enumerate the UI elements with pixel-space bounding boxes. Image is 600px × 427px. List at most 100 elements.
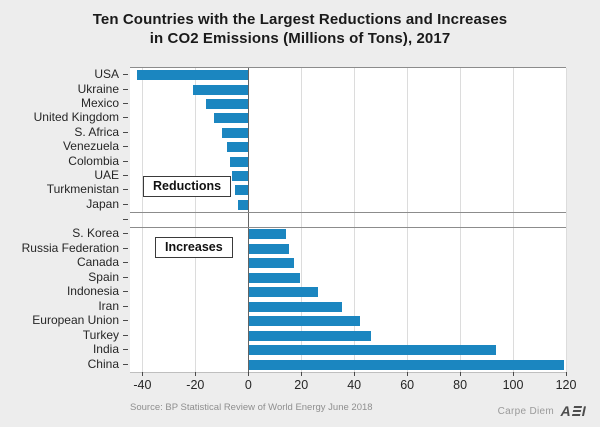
y-tick-blank [123,218,128,220]
x-tick [513,372,515,376]
bar-canada [249,258,295,269]
aei-logo-icon: A I [559,403,588,419]
gridline [354,68,356,372]
y-axis-label: European Union [32,313,119,328]
y-axis-label: Colombia [68,153,119,168]
y-axis-label: Spain [88,269,119,284]
x-tick-label: -40 [133,378,152,392]
bar-s-africa [221,127,249,138]
x-tick [407,372,409,376]
y-axis-label: Japan [86,196,119,211]
bar-ukraine [192,84,249,95]
gridline [301,68,303,372]
x-tick [195,372,197,376]
y-tick [123,131,128,133]
bar-iran [249,301,342,312]
plot-area [130,67,567,373]
gridline [513,68,515,372]
gridline [407,68,409,372]
bar-japan [237,199,249,210]
gridline [460,68,462,372]
x-tick [142,372,144,376]
bar-spain [249,272,300,283]
gridline [142,68,144,372]
x-tick-label: 40 [347,378,362,392]
y-axis-label: UAE [94,168,119,182]
y-tick [123,349,128,351]
y-axis-label: Turkmenistan [46,182,119,197]
y-axis-label: United Kingdom [33,110,119,125]
y-tick [123,146,128,148]
y-axis-label: Russia Federation [21,240,119,255]
y-tick [123,117,128,119]
gridline [195,68,197,372]
x-tick [566,372,567,376]
y-tick [123,305,128,307]
chart-title-line1: Ten Countries with the Largest Reduction… [92,11,508,28]
bar-united-kingdom [213,113,249,124]
x-tick [354,372,356,376]
bar-usa [137,70,249,81]
y-tick [123,175,128,176]
x-tick [460,372,462,376]
chart-title-line2: in CO2 Emissions (Millions of Tons), 201… [149,30,451,47]
bar-turkey [249,330,372,341]
y-axis-label: India [92,342,119,357]
increases-annotation-box: Increases [155,237,233,258]
y-tick [123,189,128,191]
bar-mexico [205,99,249,109]
y-tick [123,74,128,76]
y-axis-label: Ukraine [77,81,119,96]
bar-china [249,359,565,370]
x-tick-label: 20 [294,378,309,392]
y-tick [123,88,128,90]
y-tick [123,334,128,336]
bar-russia-federation [249,243,289,254]
x-tick [301,372,303,376]
x-tick-label: 80 [453,378,468,392]
bar-indonesia [249,287,319,298]
gridline [566,68,567,372]
y-tick [123,276,128,278]
bar-s-korea [249,229,287,240]
source-note: Source: BP Statistical Review of World E… [130,402,373,413]
x-tick-label: 60 [400,378,415,392]
bar-turkmenistan [235,185,249,196]
y-tick [123,160,128,162]
y-axis-label: Indonesia [66,284,119,299]
y-axis-label: USA [94,67,119,82]
x-tick-label: 100 [502,378,524,392]
panel-separator [130,227,566,228]
y-axis-label: China [87,356,119,371]
reductions-annotation-box: Reductions [143,176,232,197]
y-axis-label: S. Korea [72,226,119,241]
footer-credit: Carpe Diem A I [497,403,588,419]
bar-uae [232,171,249,181]
bar-european-union [249,316,361,327]
y-axis-label: Iran [98,298,119,313]
y-tick [123,247,128,249]
x-tick-label: -20 [186,378,205,392]
y-tick [123,103,128,104]
bar-venezuela [227,142,249,153]
carpe-diem-credit: Carpe Diem [497,405,554,417]
zero-line [248,68,250,372]
y-tick [123,363,128,365]
x-tick [248,372,250,376]
y-tick [123,262,128,264]
y-tick [123,291,128,293]
bar-india [249,345,496,356]
y-tick [123,320,128,322]
y-axis-label: Canada [76,255,119,270]
y-axis-label: Mexico [80,96,119,110]
bar-colombia [229,156,249,167]
y-axis-label: S. Africa [74,124,119,139]
chart-title: Ten Countries with the Largest Reduction… [0,10,600,48]
panel-separator [130,212,566,213]
y-axis-label: Venezuela [62,139,119,154]
y-tick [123,203,128,205]
x-tick-label: 0 [244,378,252,392]
y-tick [123,233,128,235]
y-axis-label: Turkey [82,327,119,342]
